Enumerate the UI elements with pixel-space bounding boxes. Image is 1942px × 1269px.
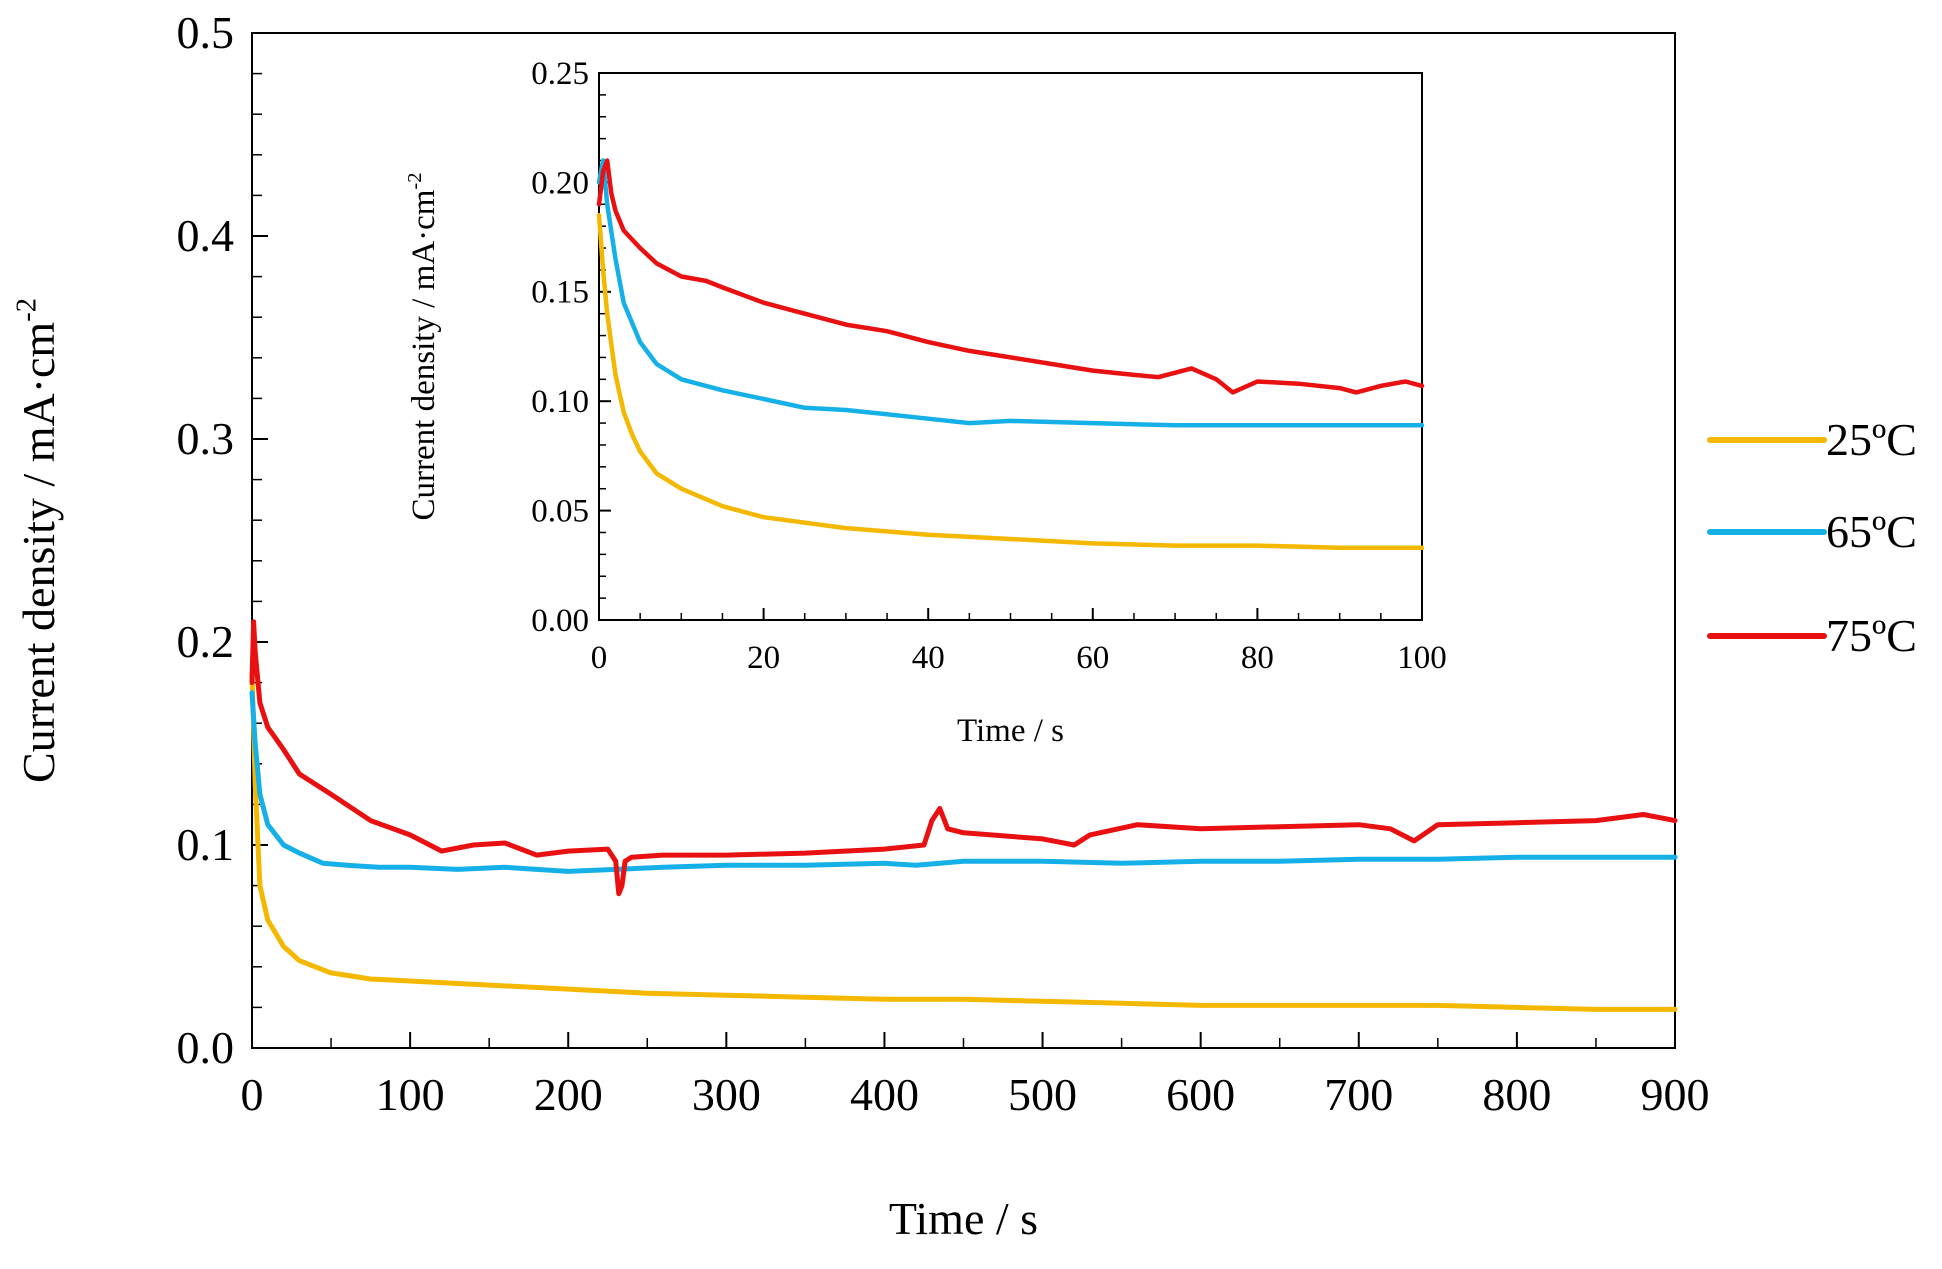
- main-x-tick-label: 300: [692, 1069, 761, 1120]
- inset-x-tick-label: 100: [1397, 640, 1447, 676]
- main-x-tick-label: 0: [241, 1069, 264, 1120]
- inset-y-axis-title-text: Current density / mA·cm: [406, 189, 442, 520]
- inset-x-tick-label: 40: [912, 640, 945, 676]
- main-x-tick-label: 600: [1166, 1069, 1235, 1120]
- main-x-tick-label: 900: [1641, 1069, 1710, 1120]
- main-plot: 0.00.10.20.30.40.50 100 200 300 400 500 600 700…: [12, 7, 1710, 1244]
- legend-label-75c: 75ºC: [1826, 610, 1917, 661]
- main-x-axis-title: Time / s: [889, 1193, 1038, 1244]
- inset-y-tick-label: 0.20: [531, 165, 589, 201]
- inset-x-tick-label: 60: [1076, 640, 1109, 676]
- main-x-tick-label: 700: [1324, 1069, 1393, 1120]
- inset-y-tick-label: 0.15: [531, 275, 589, 311]
- main-y-tick-label: 0.3: [177, 413, 235, 464]
- main-x-tick-label: 800: [1482, 1069, 1551, 1120]
- main-x-tick-label: 500: [1008, 1069, 1077, 1120]
- inset-series-line-75c: [596, 158, 1425, 395]
- inset-y-tick-label: 0.10: [531, 384, 589, 420]
- main-x-tick-label: 100: [376, 1069, 445, 1120]
- legend-label-25c: 25ºC: [1826, 414, 1917, 465]
- inset-x-tick-label: 0: [591, 640, 608, 676]
- inset-x-axis-title: Time / s: [957, 713, 1064, 749]
- main-y-axis-title-text: Current density / mA·cm: [13, 322, 64, 783]
- inset-series-line-65c: [596, 158, 1425, 428]
- main-y-tick-label: 0.4: [177, 210, 235, 261]
- inset-y-tick-label: 0.05: [531, 493, 589, 529]
- inset-series-line-25c: [596, 212, 1425, 551]
- legend-label-65c: 65ºC: [1826, 506, 1917, 557]
- main-y-tick-label: 0.2: [177, 616, 235, 667]
- main-y-tick-label: 0.0: [177, 1022, 235, 1073]
- main-x-tick-label: 200: [534, 1069, 603, 1120]
- main-y-tick-label: 0.5: [177, 7, 235, 58]
- main-y-axis-title: Current density / mA·cm-2: [12, 298, 64, 783]
- inset-y-axis-title: Current density / mA·cm-2: [404, 173, 442, 521]
- inset-plot: 0.00 0.05 0.10 0.15 0.20 0.25 0 20 40 60 80 100 Time…: [404, 56, 1447, 749]
- legend: 25ºC 65ºC 75ºC: [1707, 414, 1917, 661]
- main-y-tick-label: 0.1: [177, 819, 235, 870]
- main-y-axis-title-sup: -2: [12, 298, 43, 322]
- inset-plot-frame: [598, 72, 1423, 621]
- inset-y-axis-title-sup: -2: [404, 173, 426, 190]
- inset-y-tick-label: 0.00: [531, 603, 589, 639]
- inset-y-tick-label: 0.25: [531, 56, 589, 92]
- inset-x-tick-label: 80: [1241, 640, 1274, 676]
- main-x-tick-label: 400: [850, 1069, 919, 1120]
- inset-x-tick-label: 20: [747, 640, 780, 676]
- main-series-line-65c: [249, 690, 1678, 874]
- main-series-line-75c: [249, 619, 1678, 897]
- main-series-line-25c: [249, 670, 1678, 1012]
